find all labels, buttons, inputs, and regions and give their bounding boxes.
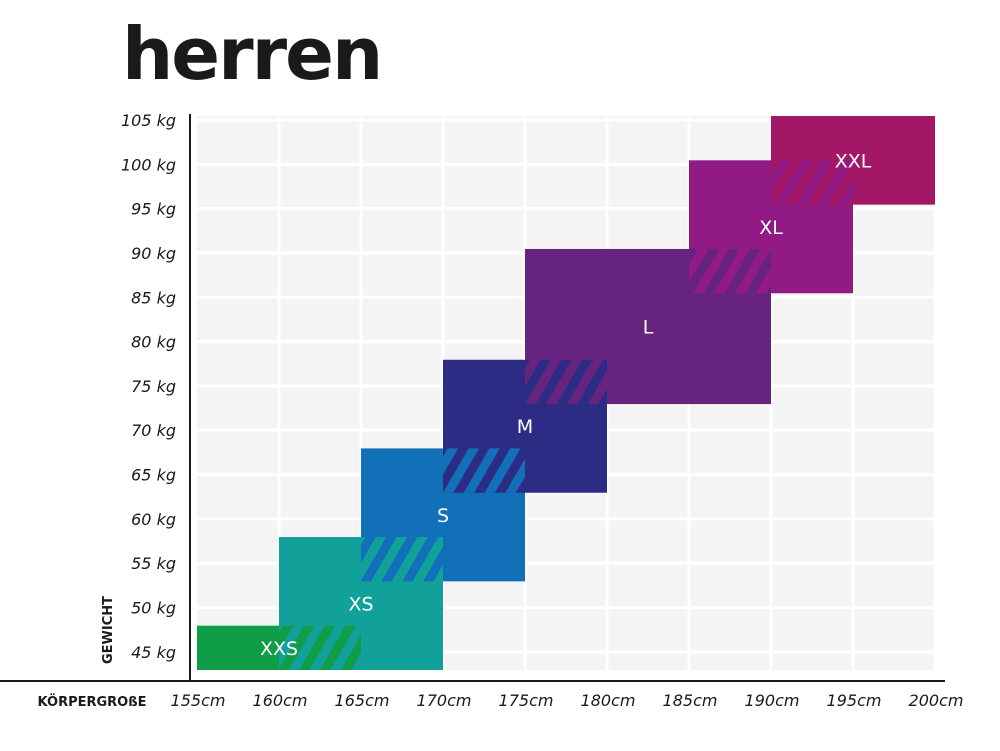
x-tick-label: 180cm xyxy=(581,691,636,710)
x-tick-label: 155cm xyxy=(171,691,226,710)
size-label-s: S xyxy=(437,505,449,527)
y-tick-label: 65 kg xyxy=(131,466,176,485)
size-label-xxs: XXS xyxy=(260,638,298,660)
x-tick-label: 190cm xyxy=(745,691,800,710)
y-tick-label: 90 kg xyxy=(131,244,176,263)
y-tick-label: 70 kg xyxy=(131,421,176,440)
size-label-l: L xyxy=(643,317,654,339)
overlap-hatch-s-m xyxy=(443,448,525,493)
x-tick-label: 200cm xyxy=(909,691,964,710)
y-tick-label: 55 kg xyxy=(131,554,176,573)
y-tick-label: 95 kg xyxy=(131,200,176,219)
x-tick-label: 160cm xyxy=(253,691,308,710)
size-label-xl: XL xyxy=(759,217,783,239)
size-label-xxl: XXL xyxy=(835,150,872,172)
y-tick-label: 80 kg xyxy=(131,333,176,352)
y-tick-label: 85 kg xyxy=(131,288,176,307)
x-tick-label: 185cm xyxy=(663,691,718,710)
size-label-xs: XS xyxy=(348,594,373,616)
y-tick-label: 60 kg xyxy=(131,510,176,529)
y-tick-label: 105 kg xyxy=(121,111,176,130)
overlap-hatch-xl-xxl xyxy=(771,160,853,205)
x-tick-label: 170cm xyxy=(417,691,472,710)
overlap-hatch-xxs-xs xyxy=(279,625,361,670)
size-label-m: M xyxy=(517,416,533,438)
y-axis-label: GEWICHT xyxy=(101,596,116,664)
overlap-hatch-l-xl xyxy=(689,248,771,294)
x-tick-label: 195cm xyxy=(827,691,882,710)
overlap-hatch-xs-s xyxy=(361,537,443,582)
x-tick-label: 165cm xyxy=(335,691,390,710)
y-tick-label: 100 kg xyxy=(121,155,176,174)
chart-title: herren xyxy=(122,12,383,96)
y-tick-label: 50 kg xyxy=(131,599,176,618)
y-tick-label: 45 kg xyxy=(131,643,176,662)
x-tick-label: 175cm xyxy=(499,691,554,710)
y-tick-label: 75 kg xyxy=(131,377,176,396)
overlap-hatch-m-l xyxy=(525,359,607,405)
x-axis-label: KÖRPERGROßE xyxy=(38,694,147,710)
